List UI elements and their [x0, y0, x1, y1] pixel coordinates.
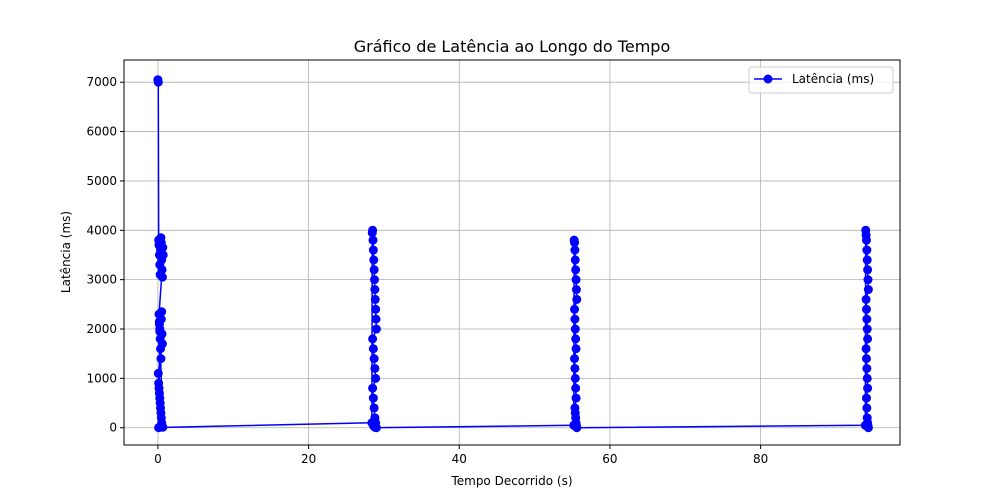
data-point [862, 373, 872, 383]
x-axis-label: Tempo Decorrido (s) [450, 474, 572, 488]
data-point [368, 344, 378, 354]
y-tick-label-0: 0 [109, 421, 117, 435]
y-tick-label-7: 7000 [86, 75, 117, 89]
data-point [157, 307, 167, 317]
data-point [862, 403, 872, 413]
data-point [154, 422, 164, 432]
y-axis-label: Latência (ms) [59, 211, 73, 293]
data-point [370, 363, 380, 373]
y-tick-label-6: 6000 [86, 125, 117, 139]
data-point [862, 324, 872, 334]
data-point [572, 423, 582, 433]
data-point [571, 265, 581, 275]
data-point [158, 243, 168, 253]
series-latencia [153, 75, 873, 433]
y-tick-label-5: 5000 [86, 174, 117, 188]
x-tick-label-3: 60 [602, 452, 617, 466]
data-point [863, 334, 873, 344]
legend-marker [763, 74, 773, 84]
data-point [571, 275, 581, 285]
data-point [371, 324, 381, 334]
data-point [863, 383, 873, 393]
data-point [370, 275, 379, 285]
data-point [571, 383, 581, 393]
y-tick-label-4: 4000 [86, 223, 117, 237]
data-point [571, 285, 581, 295]
data-point [156, 354, 166, 364]
data-point [154, 317, 164, 327]
data-point [153, 368, 163, 378]
data-point [861, 235, 871, 245]
data-point [570, 245, 580, 255]
y-tick-label-3: 3000 [86, 273, 117, 287]
data-point [368, 334, 378, 344]
data-point [368, 235, 378, 245]
data-point [570, 373, 580, 383]
data-point [861, 354, 871, 364]
data-point [570, 363, 580, 373]
data-point [863, 265, 873, 275]
data-point [369, 255, 379, 265]
data-point [570, 324, 580, 334]
data-point [572, 294, 582, 304]
data-point [862, 245, 872, 255]
data-point [371, 314, 381, 324]
data-point [157, 265, 167, 275]
data-point [862, 314, 872, 324]
axis-ticks: 0 20 40 60 80 0 1000 2000 3000 4000 5000 6000 7000 [86, 75, 768, 466]
legend: Latência (ms) [748, 66, 894, 94]
data-point [368, 393, 378, 403]
data-point [571, 334, 581, 344]
legend-label: Latência (ms) [792, 72, 874, 86]
data-point [862, 363, 872, 373]
data-point [570, 314, 580, 324]
data-point [369, 354, 379, 364]
y-tick-label-1: 1000 [86, 371, 117, 385]
data-point [571, 393, 581, 403]
data-point [369, 403, 379, 413]
legend-box [748, 66, 894, 94]
data-point [371, 423, 381, 433]
data-point [157, 339, 167, 349]
x-tick-label-4: 80 [753, 452, 768, 466]
data-point [368, 383, 378, 393]
data-point [370, 294, 380, 304]
data-point [369, 265, 379, 275]
data-point [153, 77, 163, 87]
grid-lines [124, 60, 900, 445]
x-tick-label-2: 40 [452, 452, 467, 466]
data-point [570, 354, 580, 364]
data-point [863, 285, 873, 295]
data-point [371, 304, 381, 314]
data-point [370, 285, 380, 295]
data-point [861, 294, 871, 304]
data-point [861, 393, 871, 403]
chart-title: Gráfico de Latência ao Longo do Tempo [354, 37, 670, 56]
data-point [570, 304, 580, 314]
data-point [368, 225, 378, 235]
data-point [371, 373, 381, 383]
data-point [863, 275, 873, 285]
y-tick-label-2: 2000 [86, 322, 117, 336]
data-point [157, 272, 167, 282]
data-point [155, 326, 165, 336]
plot-area-frame [123, 59, 901, 446]
data-point [861, 304, 871, 314]
x-tick-label-1: 20 [301, 452, 316, 466]
data-point [570, 255, 580, 265]
x-tick-label-0: 0 [154, 452, 162, 466]
data-point [571, 344, 581, 354]
data-point [862, 255, 872, 265]
data-point [863, 423, 873, 433]
data-point [861, 344, 871, 354]
data-point [158, 250, 168, 260]
data-point [368, 245, 378, 255]
data-point [570, 238, 580, 248]
